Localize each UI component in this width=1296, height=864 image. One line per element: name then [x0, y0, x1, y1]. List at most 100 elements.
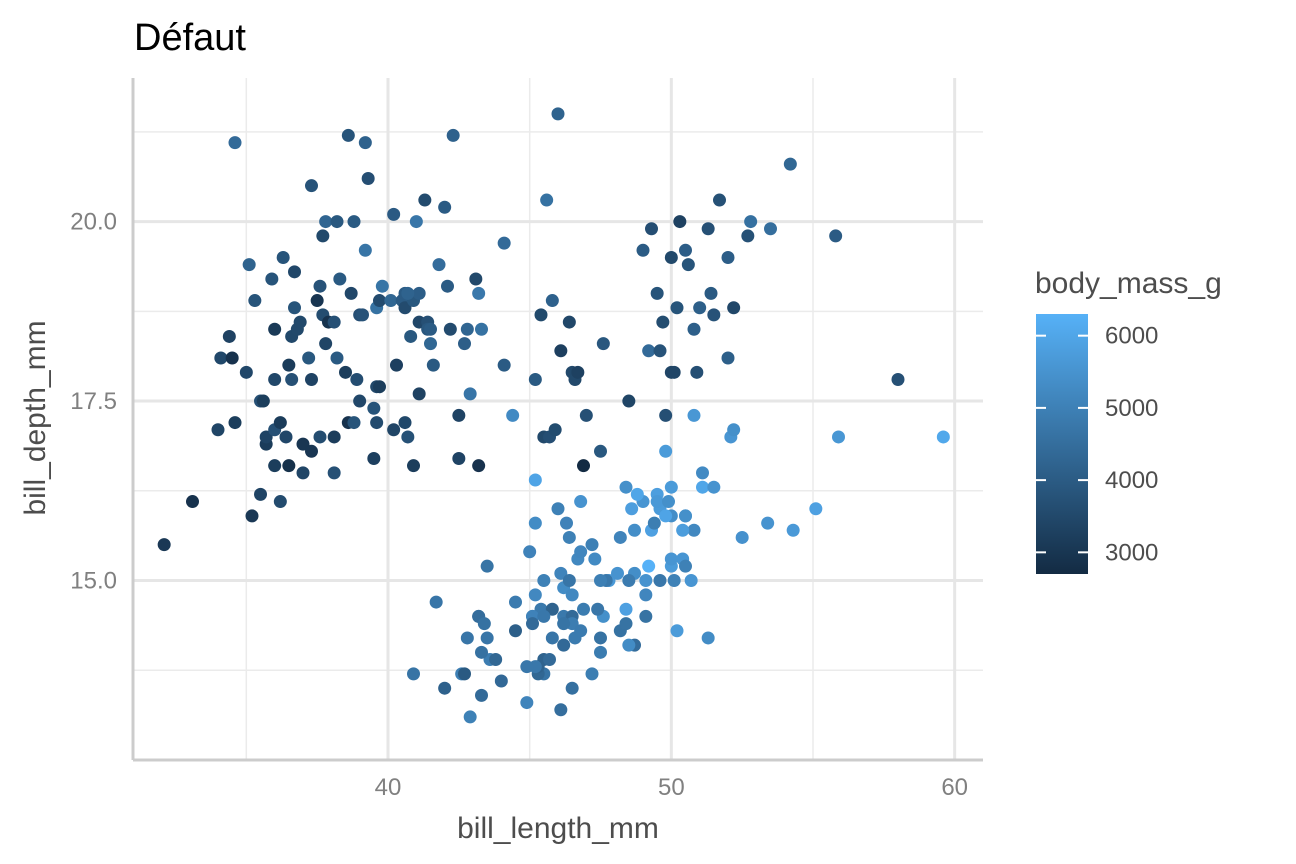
data-point — [373, 380, 386, 394]
data-point — [619, 480, 633, 494]
data-point — [653, 344, 667, 358]
data-point — [256, 394, 270, 408]
legend-tick-label: 5000 — [1105, 395, 1158, 422]
data-point — [313, 279, 327, 293]
data-point — [330, 351, 344, 365]
data-point — [613, 530, 627, 544]
data-point — [407, 459, 420, 473]
data-point — [441, 279, 454, 293]
data-point — [701, 631, 715, 645]
data-point — [619, 602, 633, 616]
data-point — [446, 128, 460, 142]
y-tick-labels: 15.0 17.5 20.0 — [70, 209, 117, 595]
data-point — [639, 588, 653, 602]
data-point — [268, 459, 282, 473]
data-point — [387, 207, 401, 221]
data-point — [690, 365, 704, 379]
data-point — [636, 243, 650, 257]
data-point — [358, 243, 372, 257]
data-point — [585, 667, 599, 681]
data-point — [650, 495, 664, 509]
data-point — [472, 459, 486, 473]
data-point — [829, 229, 843, 243]
data-point — [571, 365, 585, 379]
data-point — [506, 408, 520, 422]
data-point — [622, 574, 636, 588]
data-point — [679, 509, 692, 523]
legend-tick-label: 4000 — [1105, 467, 1158, 494]
data-point — [591, 602, 605, 616]
data-point — [574, 624, 588, 638]
data-point — [211, 423, 225, 437]
legend-colorbar — [1036, 314, 1088, 574]
data-point — [228, 136, 242, 150]
data-point — [545, 631, 559, 645]
data-point — [463, 387, 477, 401]
data-point — [497, 358, 511, 372]
data-point — [625, 502, 639, 516]
data-point — [361, 172, 375, 186]
data-point — [302, 351, 316, 365]
data-point — [534, 308, 548, 322]
data-point — [594, 631, 607, 645]
data-point — [319, 337, 333, 351]
data-point — [463, 710, 477, 724]
data-point — [509, 595, 522, 609]
data-point — [526, 617, 539, 631]
data-point — [579, 408, 593, 422]
x-axis-title: bill_length_mm — [457, 812, 659, 845]
data-point — [557, 617, 571, 631]
data-point — [339, 365, 352, 379]
data-point — [704, 286, 718, 300]
data-point — [387, 423, 401, 437]
data-point — [438, 681, 452, 695]
data-point — [398, 301, 412, 315]
data-point — [469, 272, 483, 286]
data-point — [554, 566, 568, 580]
data-point — [630, 487, 644, 501]
data-point — [367, 451, 381, 465]
data-point — [664, 250, 678, 264]
data-point — [509, 624, 522, 638]
x-tick-labels: 40 50 60 — [375, 774, 968, 801]
data-point — [443, 322, 457, 336]
data-point — [305, 373, 318, 387]
chart-title: Défaut — [134, 17, 246, 59]
color-legend: body_mass_g 3000 4000 5000 6000 — [1035, 267, 1222, 574]
data-point — [254, 487, 267, 501]
data-point — [687, 408, 701, 422]
data-point — [475, 688, 488, 702]
legend-ticks: 3000 4000 5000 6000 — [1036, 323, 1158, 566]
data-point — [735, 530, 749, 544]
data-point — [390, 358, 403, 372]
data-point — [373, 294, 386, 308]
data-point — [642, 559, 656, 573]
data-point — [537, 609, 551, 623]
data-point — [276, 250, 290, 264]
data-point — [594, 444, 607, 458]
data-point — [273, 495, 287, 509]
data-point — [622, 394, 636, 408]
data-point — [562, 530, 576, 544]
data-point — [701, 222, 715, 236]
data-point — [659, 408, 673, 422]
data-point — [528, 588, 542, 602]
data-point — [285, 373, 299, 387]
data-point — [565, 588, 579, 602]
data-point — [305, 444, 318, 458]
legend-tick-label: 3000 — [1105, 539, 1158, 566]
data-point — [619, 617, 633, 631]
x-tick-label: 40 — [375, 774, 402, 801]
data-point — [214, 351, 228, 365]
data-point — [741, 229, 755, 243]
data-point — [687, 523, 701, 537]
x-tick-label: 50 — [658, 774, 685, 801]
data-point — [222, 329, 236, 343]
data-point — [673, 215, 687, 229]
data-point — [662, 495, 675, 509]
data-point — [460, 631, 474, 645]
data-point — [305, 179, 318, 193]
data-point — [565, 681, 579, 695]
data-point — [472, 286, 486, 300]
data-point — [936, 430, 950, 444]
